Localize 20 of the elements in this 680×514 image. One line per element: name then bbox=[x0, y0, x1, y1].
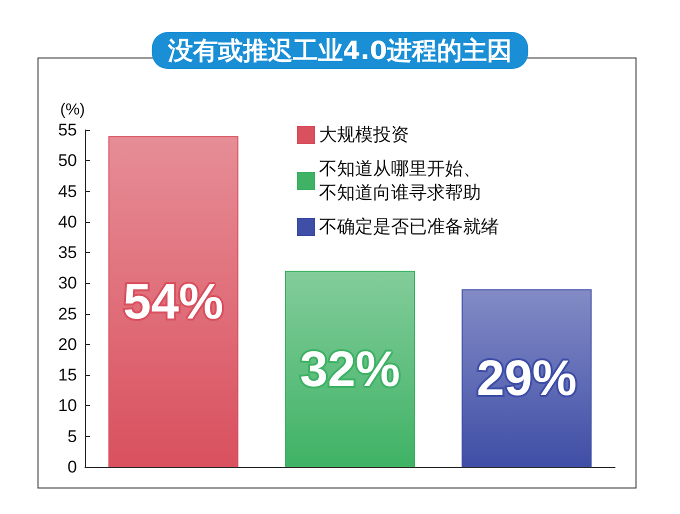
data-label: 32% bbox=[300, 340, 400, 397]
data-label: 54% bbox=[123, 274, 224, 330]
legend-label: 不知道从哪里开始、不知道向谁寻求帮助 bbox=[319, 158, 481, 204]
chart-title: 没有或推迟工业4.0进程的主因 bbox=[166, 36, 512, 65]
y-tick-label: 0 bbox=[68, 458, 77, 476]
y-tick-label: 40 bbox=[58, 212, 77, 232]
y-tick-label: 55 bbox=[58, 120, 77, 140]
legend-label: 不确定是否已准备就绪 bbox=[319, 216, 499, 238]
y-tick-label: 30 bbox=[58, 274, 77, 293]
legend-label: 大规模投资 bbox=[319, 124, 409, 146]
y-axis-title: (%) bbox=[60, 102, 85, 118]
y-tick-label: 5 bbox=[68, 426, 77, 446]
y-tick-label: 10 bbox=[58, 396, 77, 416]
y-tick-label: 35 bbox=[58, 243, 77, 262]
y-tick-label: 20 bbox=[58, 334, 77, 354]
y-tick-label: 25 bbox=[58, 304, 77, 324]
data-label: 29% bbox=[476, 350, 577, 406]
y-tick-label: 45 bbox=[58, 182, 77, 201]
y-tick-label: 15 bbox=[58, 366, 77, 385]
y-tick-label: 50 bbox=[58, 151, 77, 170]
